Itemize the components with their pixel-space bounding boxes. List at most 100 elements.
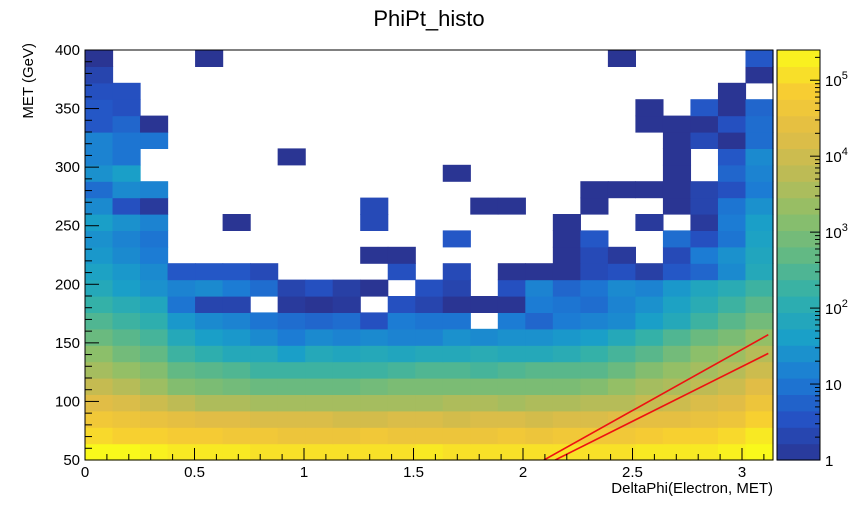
y-tick-label: 100 — [55, 393, 80, 410]
heatmap-cell — [662, 410, 692, 428]
colorbar-tick-label: 104 — [825, 146, 848, 166]
heatmap-cell — [635, 328, 664, 346]
heatmap-cell — [470, 328, 499, 346]
heatmap-cell — [497, 410, 526, 428]
heatmap-cell — [690, 230, 719, 248]
heatmap-cell — [745, 443, 774, 461]
heatmap-cell — [415, 312, 444, 330]
heatmap-cell — [635, 345, 664, 363]
heatmap-cell — [277, 394, 306, 412]
heatmap-cell — [745, 214, 774, 231]
heatmap-cell — [607, 427, 636, 445]
colorbar-band — [777, 427, 820, 445]
heatmap-cell — [635, 214, 664, 231]
heatmap-cell — [85, 361, 114, 379]
heatmap-cell — [662, 427, 692, 445]
heatmap-cell — [662, 197, 692, 215]
heatmap-cell — [552, 214, 581, 231]
heatmap-cell — [552, 230, 581, 248]
heatmap-cell — [140, 115, 169, 133]
heatmap-cell — [195, 361, 224, 379]
heatmap-cell — [552, 328, 581, 346]
heatmap-cell — [415, 394, 444, 412]
heatmap-cell — [250, 394, 279, 412]
heatmap-cell — [690, 410, 719, 428]
heatmap-cell — [140, 132, 169, 149]
y-axis-label: MET (GeV) — [20, 43, 37, 119]
colorbar-band — [777, 99, 820, 117]
heatmap-cell — [717, 115, 747, 133]
heatmap-cell — [690, 345, 719, 363]
heatmap-cell — [497, 197, 526, 215]
y-tick-label: 350 — [55, 101, 80, 118]
heatmap-cell — [662, 115, 692, 133]
heatmap-cell — [717, 378, 747, 395]
heatmap-cell — [140, 345, 169, 363]
heatmap-cell — [745, 197, 774, 215]
colorbar-tick-base: 10 — [825, 301, 842, 318]
heatmap-cell — [167, 410, 196, 428]
colorbar-band — [777, 279, 820, 297]
heatmap-cell — [332, 443, 361, 461]
heatmap-cell — [442, 164, 471, 182]
heatmap-cell — [690, 181, 719, 199]
heatmap-cell — [222, 263, 251, 281]
heatmap-cell — [662, 230, 692, 248]
heatmap-cell — [745, 378, 774, 395]
heatmap-cell — [387, 378, 416, 395]
heatmap-cell — [607, 50, 636, 67]
heatmap-cell — [415, 296, 444, 313]
heatmap-cell — [167, 345, 196, 363]
heatmap-cell — [360, 197, 389, 215]
heatmap-cell — [167, 263, 196, 281]
heatmap-cell — [140, 410, 169, 428]
colorbar-band — [777, 82, 820, 100]
heatmap-cell — [305, 312, 334, 330]
heatmap-cell — [415, 378, 444, 395]
heatmap-cell — [332, 361, 361, 379]
heatmap-cell — [580, 345, 609, 363]
heatmap-cell — [690, 296, 719, 313]
heatmap-cell — [277, 312, 306, 330]
heatmap-cell — [497, 263, 526, 281]
heatmap-cell — [635, 115, 664, 133]
heatmap-cell — [85, 115, 114, 133]
heatmap-cell — [85, 230, 114, 248]
heatmap-cell — [745, 410, 774, 428]
heatmap-cell — [360, 378, 389, 395]
heatmap-cell — [112, 246, 141, 264]
heatmap-cell — [140, 378, 169, 395]
heatmap-cell — [140, 328, 169, 346]
heatmap-cell — [195, 394, 224, 412]
heatmap-cell — [195, 296, 224, 313]
heatmap-cell — [332, 328, 361, 346]
heatmap-cell — [745, 148, 774, 166]
heatmap-cell — [717, 214, 747, 231]
heatmap-cell — [662, 345, 692, 363]
heatmap-cell — [112, 361, 141, 379]
heatmap-cell — [552, 361, 581, 379]
heatmap-cell — [662, 296, 692, 313]
heatmap-cell — [745, 345, 774, 363]
heatmap-cell — [607, 296, 636, 313]
heatmap-cell — [525, 345, 554, 363]
heatmap-cell — [470, 378, 499, 395]
heatmap-cell — [387, 246, 416, 264]
colorbar-band — [777, 132, 820, 149]
heatmap-cell — [607, 279, 636, 297]
heatmap-cell — [635, 99, 664, 117]
heatmap-cell — [717, 296, 747, 313]
heatmap-cell — [277, 328, 306, 346]
heatmap-cell — [360, 443, 389, 461]
heatmap-cell — [140, 361, 169, 379]
heatmap-cell — [552, 443, 581, 461]
heatmap-cell — [635, 378, 664, 395]
colorbar-band — [777, 394, 820, 412]
y-tick-label: 200 — [55, 276, 80, 293]
heatmap-cell — [167, 328, 196, 346]
heatmap-cell — [745, 99, 774, 117]
heatmap-cell — [745, 394, 774, 412]
colorbar-tick-base: 10 — [825, 73, 842, 90]
heatmap-cell — [195, 50, 224, 67]
